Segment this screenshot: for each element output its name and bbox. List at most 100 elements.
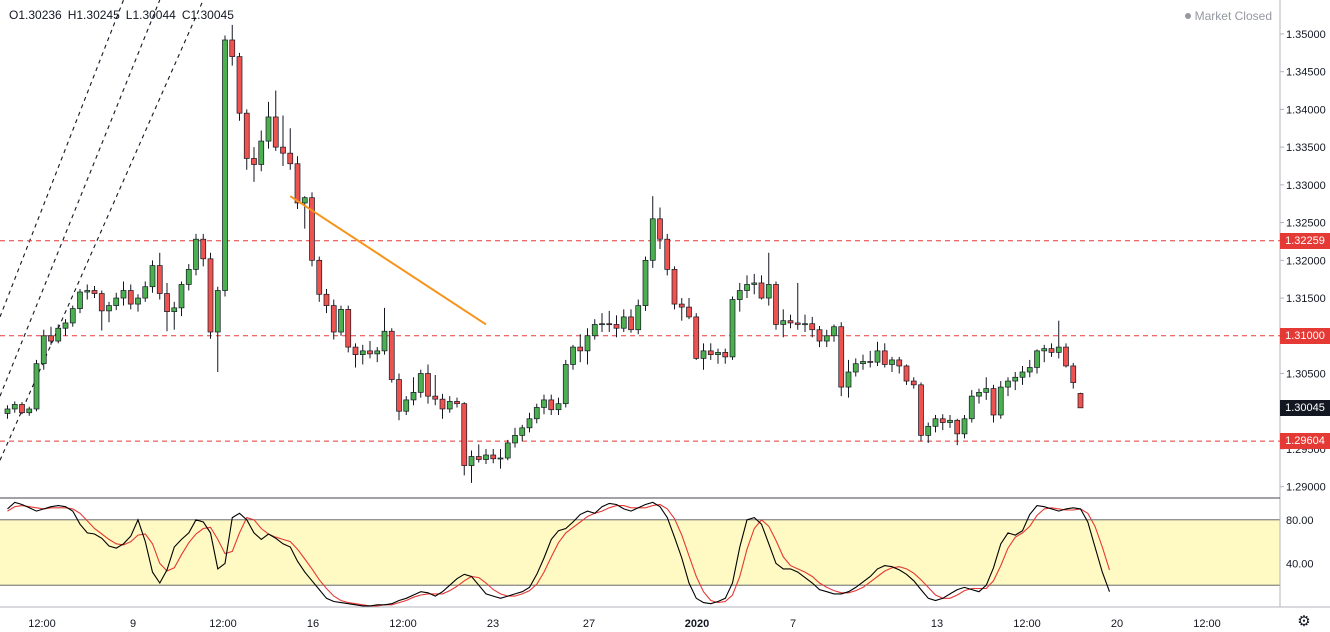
candle-body [388,330,395,380]
time-tick-label: 7 [790,618,796,630]
candle [961,415,968,439]
candle-body [120,290,127,299]
candle-body [446,401,453,410]
candle [40,329,47,370]
candle-body [1048,348,1055,353]
candle-body [309,197,315,261]
candle-body [1034,350,1040,368]
ohlc-close: C1.30045 [181,8,234,22]
candle-body [338,309,344,333]
candle-body [1077,393,1084,409]
candle-body [127,290,134,305]
candle [171,301,178,330]
candle-body [243,112,250,159]
time-tick-label: 2020 [685,618,709,630]
candle-body [591,324,598,337]
candle [91,285,98,299]
candle-body [403,399,410,412]
candle [149,260,156,293]
candle-body [1063,346,1069,367]
ohlc-low: L1.30044 [125,8,176,22]
candle-body [251,158,257,165]
candle-body [910,380,917,386]
candle [918,382,924,442]
candle [410,377,417,406]
market-status-label: Market Closed [1194,9,1272,23]
candle [142,281,149,302]
candle-body [91,290,98,294]
candle [903,364,910,385]
candle [976,388,982,404]
candle [932,415,939,433]
candle-body [744,284,750,291]
candle [881,343,888,368]
candle [954,418,961,446]
candle [794,282,801,330]
candle [889,356,895,372]
candle [526,412,533,433]
candle-body [359,350,366,355]
candle-body [258,140,265,165]
candle-body [918,384,924,436]
candle-body [736,290,743,300]
candle [519,424,526,442]
price-tick-label: 1.29000 [1286,482,1326,494]
price-tick-label: 1.33000 [1286,180,1326,192]
candle [1012,371,1019,391]
candle-body [584,335,591,352]
stoch-band [0,519,1280,586]
price-tick-label: 1.32000 [1286,255,1326,267]
candle [1041,344,1048,363]
candle [997,381,1004,419]
candle [620,309,627,332]
candle-body [968,395,975,420]
candle-body [671,269,678,305]
price-tick-label: 1.34000 [1286,104,1326,116]
candle-body [156,265,163,294]
candle [156,252,163,300]
candle [345,305,352,353]
candle-body [519,427,526,436]
candle [744,275,750,299]
time-tick-label: 20 [1111,618,1123,630]
candle-body [1012,376,1019,382]
candle [823,329,830,348]
candle-body [613,324,620,329]
candle [352,343,359,368]
candle-body [773,284,779,325]
candle [758,275,765,300]
stoch-d-line [7,503,1111,607]
candle-body [512,435,518,444]
candle-body [997,386,1004,416]
candle [649,196,656,268]
candle-body [214,290,221,333]
gear-icon[interactable]: ⚙ [1297,613,1311,630]
stoch-k-line [7,501,1111,607]
price-tick-label: 1.33500 [1286,142,1326,154]
price-tick-label: 1.31500 [1286,293,1326,305]
main-pane [0,0,1280,483]
candle [874,341,881,366]
candle-body [294,163,301,204]
candle-body [40,335,47,365]
candle [258,130,265,172]
candle-body [642,259,649,306]
candle [316,256,323,302]
candle-body [113,297,120,306]
candle [1026,359,1033,378]
time-tick-label: 9 [130,618,136,630]
candle-body [483,454,489,460]
candle-body [280,146,286,154]
candle-body [903,365,910,382]
candle [388,328,395,383]
candle-body [889,359,895,365]
candle-body [1055,346,1062,353]
channel-line-1 [0,0,161,397]
candle-body [541,399,547,408]
candle [657,207,663,249]
candle [845,359,852,398]
candle-body [330,305,337,333]
candle-body [149,265,156,288]
stoch-tick-label: 80.00 [1286,515,1314,527]
